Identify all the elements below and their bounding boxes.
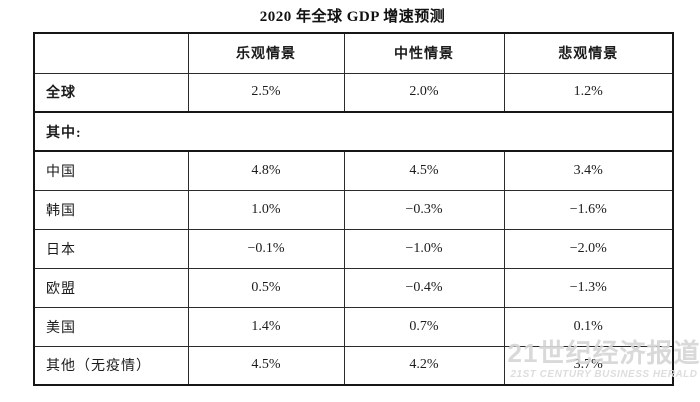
- col-header-pessimistic: 悲观情景: [503, 32, 674, 74]
- value-cell: 4.5%: [343, 150, 505, 191]
- value-cell: −2.0%: [503, 228, 674, 269]
- section-label: 其中:: [33, 111, 674, 152]
- value-cell: 4.8%: [187, 150, 345, 191]
- table-row-japan: 日本 −0.1% −1.0% −2.0%: [33, 228, 674, 269]
- value-cell: 0.7%: [343, 306, 505, 347]
- row-label: 中国: [33, 150, 189, 191]
- table-row-china: 中国 4.8% 4.5% 3.4%: [33, 150, 674, 191]
- watermark-cn-text: 21世纪经济报道: [507, 338, 700, 368]
- value-cell: −0.3%: [343, 189, 505, 230]
- table-row-others: 其他（无疫情） 4.5% 4.2% 3.7%: [33, 345, 674, 386]
- value-cell: −1.3%: [503, 267, 674, 308]
- publisher-watermark: 21世纪经济报道 21ST CENTURY BUSINESS HERALD: [504, 340, 700, 380]
- value-cell: 4.5%: [187, 345, 345, 386]
- value-cell: 0.5%: [187, 267, 345, 308]
- header-row: 乐观情景 中性情景 悲观情景: [33, 32, 674, 74]
- value-cell: 3.4%: [503, 150, 674, 191]
- watermark-en-text: 21ST CENTURY BUSINESS HERALD: [510, 369, 698, 380]
- gdp-forecast-table: 乐观情景 中性情景 悲观情景 全球 2.5% 2.0% 1.2% 其中: 中国 …: [33, 32, 674, 386]
- row-label: 欧盟: [33, 267, 189, 308]
- value-cell: −1.6%: [503, 189, 674, 230]
- table-row-korea: 韩国 1.0% −0.3% −1.6%: [33, 189, 674, 230]
- value-cell: 2.0%: [343, 72, 505, 113]
- row-label: 其他（无疫情）: [33, 345, 189, 386]
- row-label: 日本: [33, 228, 189, 269]
- row-label: 美国: [33, 306, 189, 347]
- value-cell: −0.1%: [187, 228, 345, 269]
- col-header-neutral: 中性情景: [343, 32, 505, 74]
- value-cell: 1.0%: [187, 189, 345, 230]
- value-cell: 4.2%: [343, 345, 505, 386]
- table-title: 2020 年全球 GDP 增速预测: [259, 9, 446, 25]
- table-row-us: 美国 1.4% 0.7% 0.1%: [33, 306, 674, 347]
- table-row-global: 全球 2.5% 2.0% 1.2%: [33, 72, 674, 113]
- table-row-eu: 欧盟 0.5% −0.4% −1.3%: [33, 267, 674, 308]
- table-row-section: 其中:: [33, 111, 674, 152]
- row-label: 全球: [33, 72, 189, 113]
- value-cell: −0.4%: [343, 267, 505, 308]
- row-label: 韩国: [33, 189, 189, 230]
- col-header-optimistic: 乐观情景: [187, 32, 345, 74]
- value-cell: 1.2%: [503, 72, 674, 113]
- value-cell: 2.5%: [187, 72, 345, 113]
- value-cell: −1.0%: [343, 228, 505, 269]
- corner-cell: [33, 32, 189, 74]
- value-cell: 0.1%: [503, 306, 674, 347]
- value-cell: 3.7%: [503, 345, 674, 386]
- value-cell: 1.4%: [187, 306, 345, 347]
